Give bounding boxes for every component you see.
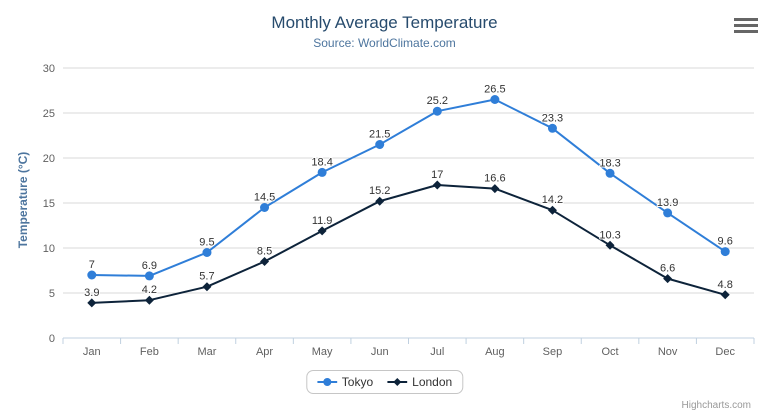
x-axis-label: Mar	[197, 346, 216, 358]
y-axis-label: 20	[43, 153, 55, 165]
y-axis-label: 0	[49, 333, 55, 345]
data-point-london[interactable]	[663, 274, 673, 284]
x-axis-label: Jan	[83, 346, 101, 358]
data-point-london[interactable]	[202, 282, 212, 292]
data-point-london[interactable]	[317, 226, 327, 236]
data-label: 26.5	[484, 84, 505, 96]
legend-item-london[interactable]: London	[387, 375, 452, 389]
data-label: 25.2	[427, 95, 448, 107]
legend-circle-marker-icon	[316, 378, 337, 386]
data-label: 4.8	[718, 279, 733, 291]
x-axis-label: Jun	[371, 346, 389, 358]
data-label: 16.6	[484, 173, 505, 185]
data-label: 9.5	[199, 237, 214, 249]
legend: Tokyo London	[305, 370, 464, 394]
data-point-london[interactable]	[720, 290, 730, 300]
data-point-tokyo[interactable]	[605, 168, 615, 178]
chart-subtitle: Source: WorldClimate.com	[313, 36, 456, 50]
x-axis-label: Nov	[658, 346, 678, 358]
x-axis-label: May	[312, 346, 333, 358]
data-label: 18.4	[311, 156, 332, 168]
data-point-london[interactable]	[547, 205, 557, 215]
x-axis-label: Sep	[543, 346, 563, 358]
data-label: 4.2	[142, 284, 157, 296]
hamburger-menu-icon	[734, 18, 758, 33]
legend-item-tokyo[interactable]: Tokyo	[316, 375, 374, 389]
data-point-tokyo[interactable]	[317, 167, 327, 177]
y-axis-label: 25	[43, 108, 55, 120]
y-axis-label: 10	[43, 243, 55, 255]
data-point-tokyo[interactable]	[202, 248, 212, 257]
x-axis-label: Oct	[601, 346, 618, 358]
data-label: 6.9	[142, 260, 157, 272]
data-label: 10.3	[599, 229, 620, 241]
legend-label: Tokyo	[341, 375, 374, 389]
y-axis-title: Temperature (°C)	[16, 152, 30, 249]
data-label: 18.3	[599, 157, 620, 169]
chart-title: Monthly Average Temperature	[271, 13, 498, 32]
data-label: 6.6	[660, 263, 675, 275]
data-label: 7	[89, 259, 95, 271]
x-axis-label: Aug	[485, 346, 505, 358]
y-axis-label: 30	[43, 63, 55, 75]
data-point-tokyo[interactable]	[547, 123, 557, 133]
data-point-london[interactable]	[605, 240, 615, 250]
x-axis-label: Feb	[140, 346, 159, 358]
data-point-tokyo[interactable]	[663, 208, 673, 218]
legend-label: London	[412, 375, 453, 389]
export-menu-button[interactable]	[730, 14, 762, 37]
series-line-tokyo	[91, 98, 726, 277]
data-point-tokyo[interactable]	[375, 140, 385, 149]
data-point-london[interactable]	[260, 257, 270, 266]
x-axis-label: Apr	[256, 346, 273, 358]
data-label: 8.5	[257, 246, 272, 258]
data-point-tokyo[interactable]	[260, 203, 270, 212]
x-axis-label: Dec	[715, 346, 735, 358]
y-axis-label: 15	[43, 198, 55, 210]
series-line-london	[91, 184, 726, 304]
data-label: 23.3	[542, 112, 563, 124]
data-label: 14.2	[542, 194, 563, 206]
data-point-london[interactable]	[375, 196, 385, 206]
data-point-london[interactable]	[87, 298, 97, 308]
data-point-tokyo[interactable]	[144, 271, 154, 281]
data-point-tokyo[interactable]	[720, 247, 730, 257]
legend-diamond-marker-icon	[387, 378, 408, 386]
x-axis-label: Jul	[430, 346, 444, 358]
y-axis-label: 5	[49, 288, 55, 300]
data-point-london[interactable]	[490, 184, 500, 194]
data-point-london[interactable]	[144, 295, 154, 305]
data-label: 13.9	[657, 197, 678, 209]
data-label: 15.2	[369, 185, 390, 197]
data-point-tokyo[interactable]	[87, 270, 97, 280]
data-label: 3.9	[84, 287, 99, 299]
data-label: 17	[431, 169, 443, 181]
data-label: 9.6	[718, 236, 733, 248]
data-point-tokyo[interactable]	[432, 106, 442, 116]
credits-link[interactable]: Highcharts.com	[681, 400, 751, 411]
data-label: 5.7	[199, 271, 214, 283]
data-label: 14.5	[254, 192, 275, 204]
data-label: 21.5	[369, 129, 390, 141]
data-point-london[interactable]	[432, 180, 442, 190]
data-label: 11.9	[312, 215, 333, 227]
data-point-tokyo[interactable]	[490, 95, 500, 104]
